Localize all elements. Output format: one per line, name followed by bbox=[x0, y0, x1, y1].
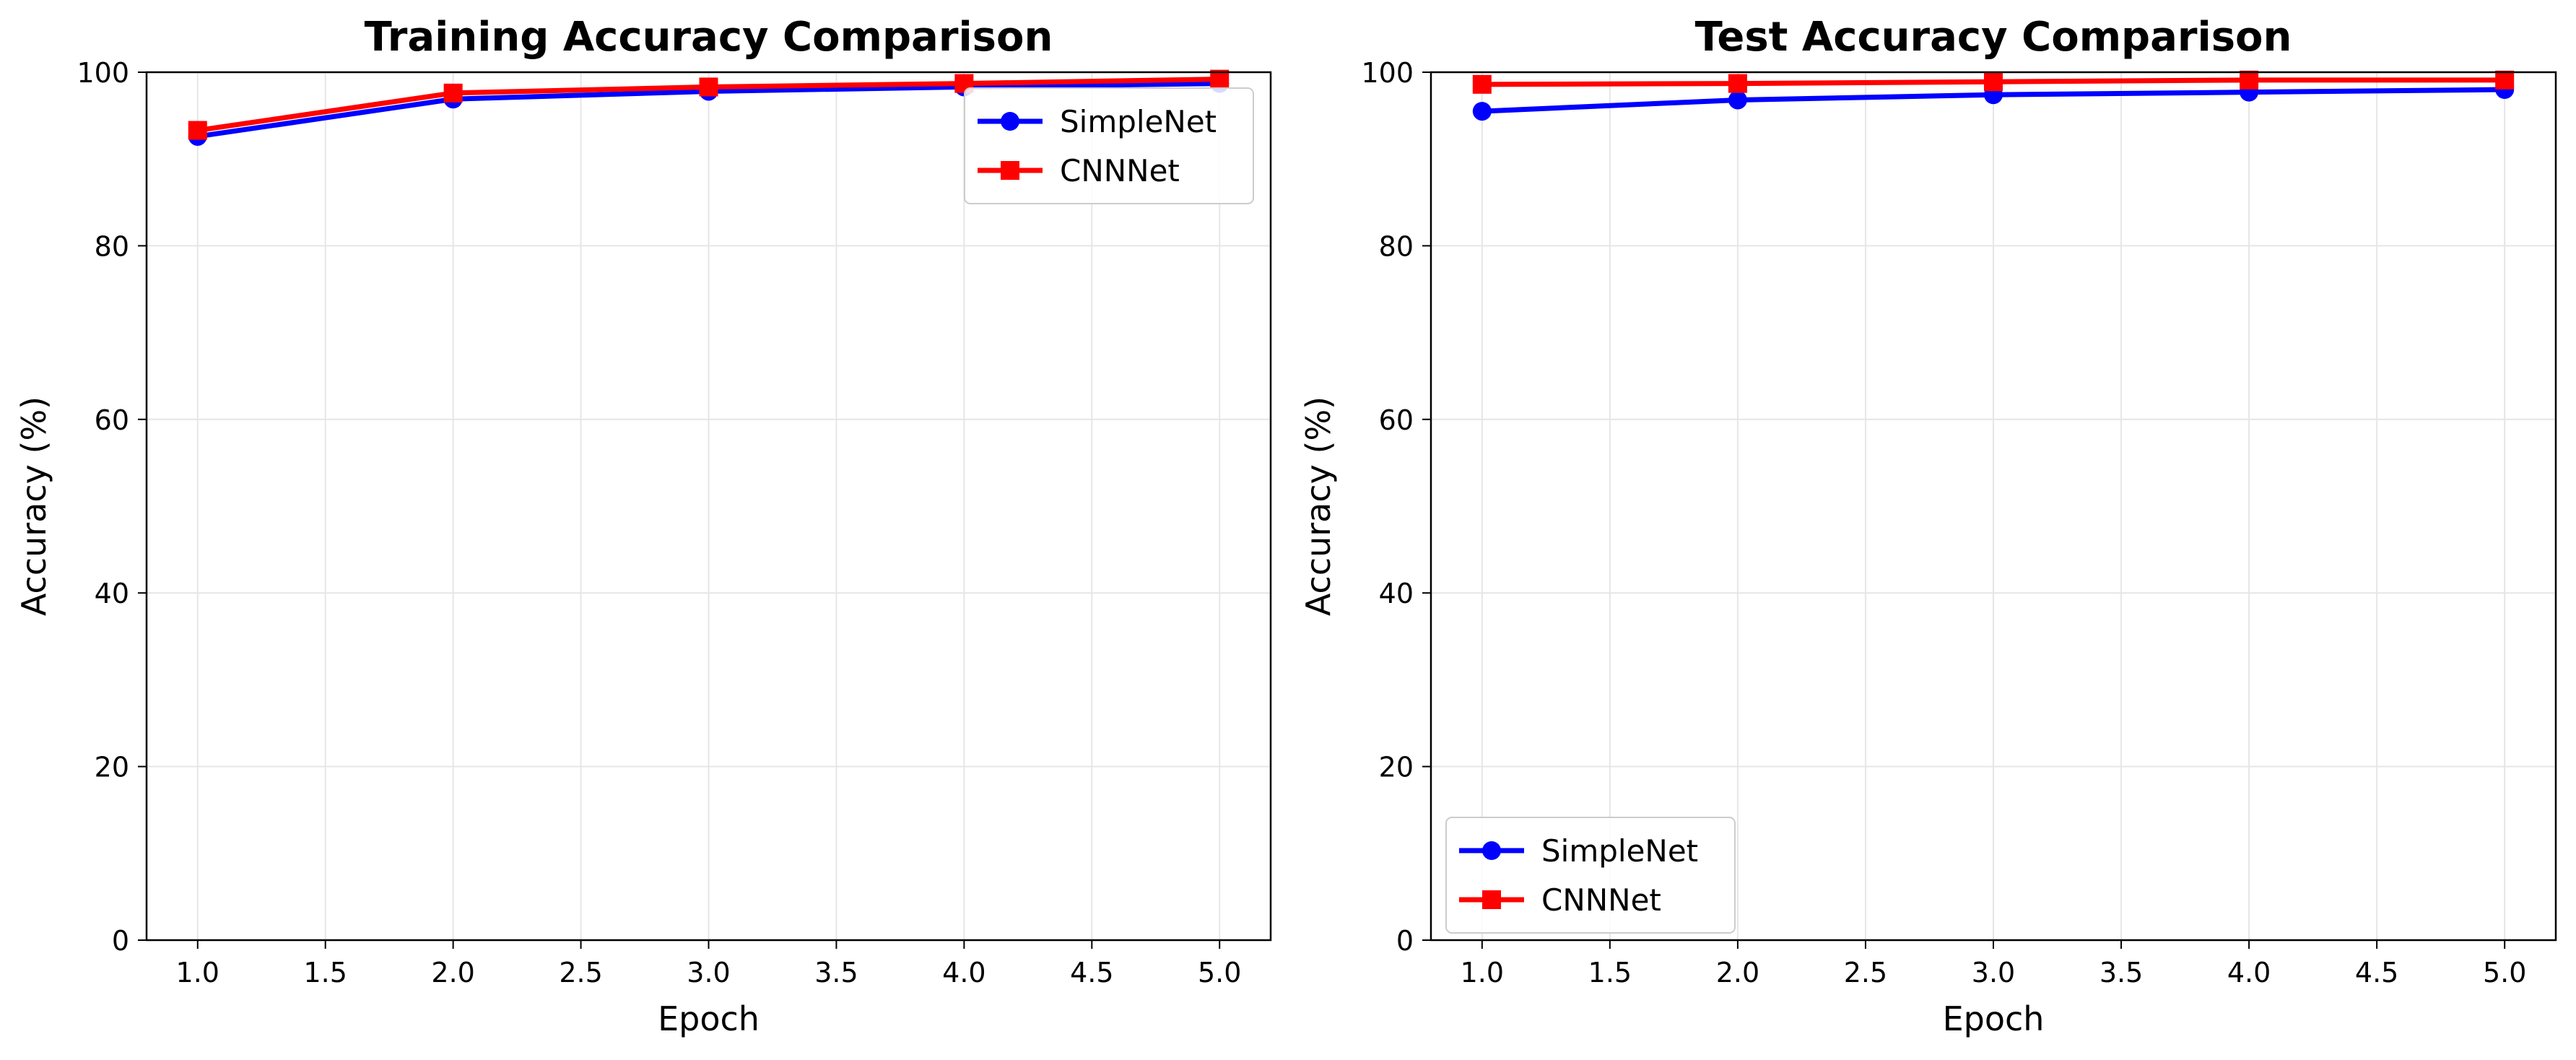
data-point-cnnnet bbox=[1984, 72, 2003, 92]
y-tick-label: 0 bbox=[112, 925, 129, 957]
legend-marker-simplenet bbox=[1001, 112, 1019, 131]
x-tick-label: 1.0 bbox=[176, 957, 219, 989]
x-tick-label: 1.0 bbox=[1461, 957, 1504, 989]
y-tick-label: 80 bbox=[1379, 230, 1414, 262]
data-point-cnnnet bbox=[2240, 70, 2259, 90]
legend-label-cnnnet: CNNNet bbox=[1060, 153, 1180, 188]
x-tick-label: 2.0 bbox=[431, 957, 474, 989]
legend-box bbox=[964, 87, 1254, 204]
legend-box bbox=[1445, 817, 1736, 934]
x-tick-label: 3.0 bbox=[1972, 957, 2015, 989]
data-point-cnnnet bbox=[188, 121, 207, 140]
legend-marker-cnnnet bbox=[1482, 890, 1501, 909]
legend-label-simplenet: SimpleNet bbox=[1060, 104, 1217, 139]
data-point-simplenet bbox=[1472, 102, 1492, 121]
x-tick-label: 5.0 bbox=[1198, 957, 1241, 989]
x-tick-label: 4.0 bbox=[942, 957, 985, 989]
axes-frame bbox=[1430, 71, 2557, 942]
y-tick-label: 40 bbox=[1379, 578, 1414, 609]
legend-marker-simplenet bbox=[1482, 841, 1501, 860]
legend-label-simplenet: SimpleNet bbox=[1541, 833, 1698, 869]
y-axis-label: Accuracy (%) bbox=[14, 396, 53, 616]
y-tick-label: 20 bbox=[95, 752, 129, 783]
y-tick-label: 100 bbox=[1361, 57, 1414, 89]
x-tick-label: 3.5 bbox=[814, 957, 858, 989]
x-tick-label: 2.5 bbox=[1844, 957, 1887, 989]
legend: SimpleNet CNNNet bbox=[964, 87, 1254, 204]
data-point-cnnnet bbox=[699, 77, 718, 97]
chart-panel-1: 1.0 1.5 2.0 2.5 3.0 3.5 4.0 4.5 5.0 0 20 40 60 80 100 T… bbox=[14, 14, 1272, 1038]
y-tick-label: 80 bbox=[95, 230, 129, 262]
legend: SimpleNet CNNNet bbox=[1445, 817, 1736, 934]
y-tick-label: 0 bbox=[1396, 925, 1414, 957]
data-point-cnnnet bbox=[1472, 74, 1492, 94]
data-point-cnnnet bbox=[2495, 70, 2515, 90]
data-point-cnnnet bbox=[1728, 74, 1747, 93]
x-tick-label: 4.5 bbox=[2355, 957, 2398, 989]
y-axis-label: Accuracy (%) bbox=[1299, 396, 1338, 616]
y-tick-label: 60 bbox=[1379, 404, 1414, 436]
x-tick-label: 3.0 bbox=[687, 957, 730, 989]
chart-title: Training Accuracy Comparison bbox=[365, 14, 1053, 61]
x-axis-label: Epoch bbox=[1943, 999, 2045, 1038]
y-tick-label: 60 bbox=[95, 404, 129, 436]
legend-marker-cnnnet bbox=[1001, 161, 1019, 180]
data-point-cnnnet bbox=[443, 83, 463, 103]
x-tick-label: 1.5 bbox=[1588, 957, 1632, 989]
x-tick-label: 3.5 bbox=[2099, 957, 2143, 989]
x-tick-label: 5.0 bbox=[2483, 957, 2526, 989]
y-tick-label: 100 bbox=[77, 57, 129, 89]
y-tick-label: 20 bbox=[1379, 752, 1414, 783]
x-axis-label: Epoch bbox=[658, 999, 760, 1038]
chart-panel-2: 1.0 1.5 2.0 2.5 3.0 3.5 4.0 4.5 5.0 0 20 40 60 80 100 T… bbox=[1299, 14, 2557, 1038]
legend-label-cnnnet: CNNNet bbox=[1541, 882, 1661, 918]
y-tick-label: 40 bbox=[95, 578, 129, 609]
data-point-simplenet bbox=[1728, 90, 1747, 110]
x-tick-label: 4.0 bbox=[2227, 957, 2271, 989]
x-tick-label: 1.5 bbox=[303, 957, 347, 989]
x-tick-label: 2.5 bbox=[559, 957, 602, 989]
x-tick-label: 4.5 bbox=[1070, 957, 1113, 989]
chart-title: Test Accuracy Comparison bbox=[1695, 14, 2292, 61]
x-tick-label: 2.0 bbox=[1716, 957, 1759, 989]
axes-frame bbox=[145, 71, 1272, 942]
